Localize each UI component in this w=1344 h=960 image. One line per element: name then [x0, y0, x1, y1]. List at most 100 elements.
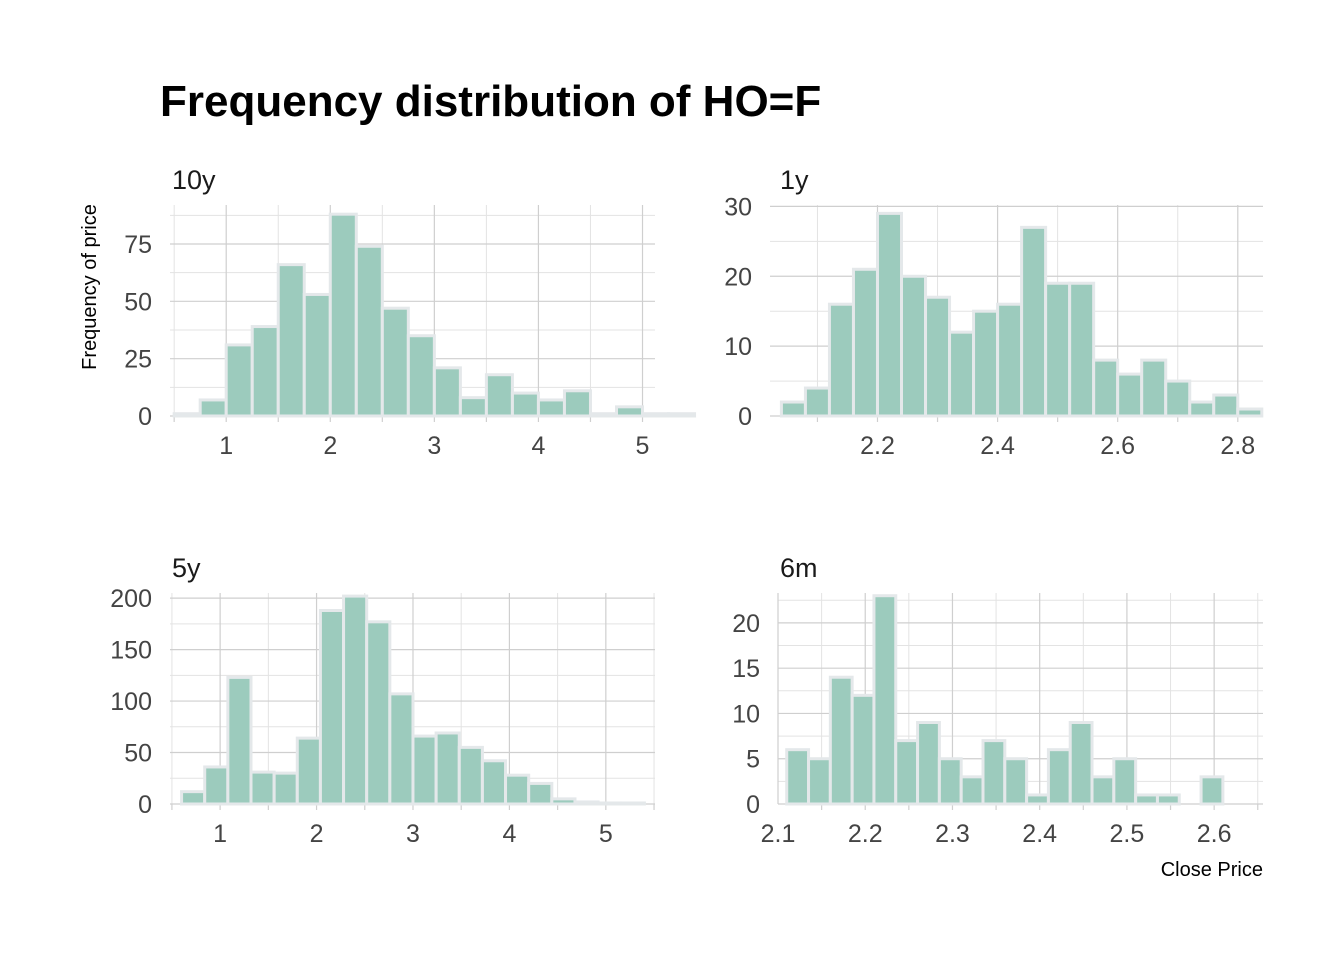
histogram-bar: [948, 330, 976, 418]
facet-label-10y: 10y: [172, 165, 216, 195]
histogram-bar: [924, 295, 952, 418]
histogram-bar: [328, 212, 358, 418]
histogram-bar: [1046, 748, 1072, 806]
histogram-bar: [959, 775, 985, 806]
histogram-bar: [1140, 358, 1168, 418]
histogram-bar: [203, 765, 230, 806]
y-tick-label: 0: [738, 403, 752, 431]
histogram-bar: [250, 325, 280, 418]
histogram-bar: [172, 412, 202, 418]
y-tick-label: 50: [124, 288, 152, 316]
histogram-bar: [619, 801, 646, 806]
x-tick-label: 2: [310, 820, 324, 848]
histogram-bar: [937, 757, 963, 806]
histogram-bar: [1164, 379, 1192, 418]
x-tick-label: 3: [427, 432, 441, 460]
y-tick-label: 0: [138, 791, 152, 819]
histogram-bar: [302, 292, 332, 418]
histogram-bar: [641, 412, 671, 418]
y-tick-label: 200: [110, 585, 152, 613]
histogram-bar: [180, 790, 207, 806]
histogram-bar: [342, 594, 369, 806]
x-axis-title: Close Price: [1161, 859, 1263, 881]
x-tick-label: 4: [531, 432, 545, 460]
panel-10y: 10y 0 25 50 75 1 2 3 4 5: [124, 165, 697, 460]
y-tick-label: 20: [724, 263, 752, 291]
y-tick-label: 0: [138, 403, 152, 431]
histogram-bar: [536, 398, 566, 418]
x-tick-label: 2.3: [935, 820, 970, 848]
histogram-bar: [318, 608, 346, 806]
y-tick-label: 25: [124, 346, 152, 374]
x-tick-label: 2.2: [860, 432, 895, 460]
histogram-bar: [1025, 793, 1050, 806]
y-tick-label: 100: [110, 688, 152, 716]
histogram-bar: [1020, 225, 1048, 418]
x-tick-label: 2.4: [1022, 820, 1057, 848]
x-tick-label: 2.6: [1197, 820, 1232, 848]
x-tick-label: 2.6: [1100, 432, 1135, 460]
facet-label-1y: 1y: [780, 165, 809, 195]
x-tick-label: 2.4: [980, 432, 1015, 460]
histogram-bar: [807, 757, 832, 806]
histogram-bar: [1003, 757, 1029, 806]
y-tick-label: 50: [124, 740, 152, 768]
histogram-bar: [504, 773, 531, 806]
histogram-bar: [295, 736, 322, 806]
histogram-bar: [510, 391, 540, 418]
histogram-bar: [1068, 720, 1094, 806]
histogram-bar: [803, 386, 831, 418]
histogram-bar: [550, 797, 577, 806]
histogram-bar: [457, 745, 484, 806]
histogram-bar: [480, 759, 508, 806]
histogram-bar: [388, 692, 415, 806]
histogram-bar: [1068, 281, 1096, 418]
histogram-bar: [573, 800, 600, 806]
panel-6m: 6m 0 5 10 15 20 2.1 2.2 2.3 2.4 2.5 2.6: [732, 553, 1263, 848]
histogram-bar: [996, 302, 1024, 418]
x-tick-label: 1: [213, 820, 227, 848]
y-tick-label: 150: [110, 637, 152, 665]
x-tick-label: 5: [636, 432, 650, 460]
y-tick-label: 5: [746, 746, 760, 774]
histogram-bar: [484, 373, 514, 418]
histogram-bar: [1212, 393, 1240, 418]
histogram-bar: [1116, 372, 1144, 418]
histogram-bar: [875, 211, 904, 418]
histogram-bar: [380, 306, 410, 418]
y-tick-label: 10: [732, 700, 760, 728]
histogram-bar: [411, 734, 438, 806]
histogram-bar: [981, 739, 1007, 806]
chart-title: Frequency distribution of HO=F: [160, 77, 821, 126]
histogram-bar: [916, 720, 941, 806]
histogram-bar: [828, 675, 854, 806]
histogram-bar: [562, 389, 592, 418]
y-axis-title: Frequency of price: [79, 204, 101, 370]
x-tick-label: 2.2: [848, 820, 883, 848]
x-tick-label: 5: [599, 820, 613, 848]
histogram-bar: [972, 309, 1000, 418]
histogram-bar: [1188, 400, 1216, 418]
histogram-bar: [894, 739, 920, 806]
x-tick-label: 2.5: [1110, 820, 1145, 848]
histogram-bar: [226, 675, 253, 806]
histogram-bar: [1090, 775, 1116, 806]
histogram-bar: [458, 396, 488, 418]
histogram-bar: [667, 412, 697, 418]
histogram-bar: [365, 620, 392, 806]
histogram-bar: [900, 274, 928, 418]
panel-5y: 5y 0 50 100 150 200 1 2 3 4 5: [110, 553, 655, 848]
histogram-bar: [1155, 793, 1181, 806]
histogram-bar: [527, 781, 554, 806]
y-tick-label: 75: [124, 231, 152, 259]
panel-1y: 1y 0 10 20 30 2.2 2.4 2.6 2.8: [724, 165, 1264, 460]
histogram-bar: [872, 594, 898, 806]
histogram-bar: [614, 405, 645, 418]
y-tick-label: 30: [724, 193, 752, 221]
histogram-bar: [198, 398, 228, 418]
histogram-bar: [588, 412, 618, 418]
y-tick-label: 0: [746, 791, 760, 819]
histogram-bar: [779, 400, 807, 418]
